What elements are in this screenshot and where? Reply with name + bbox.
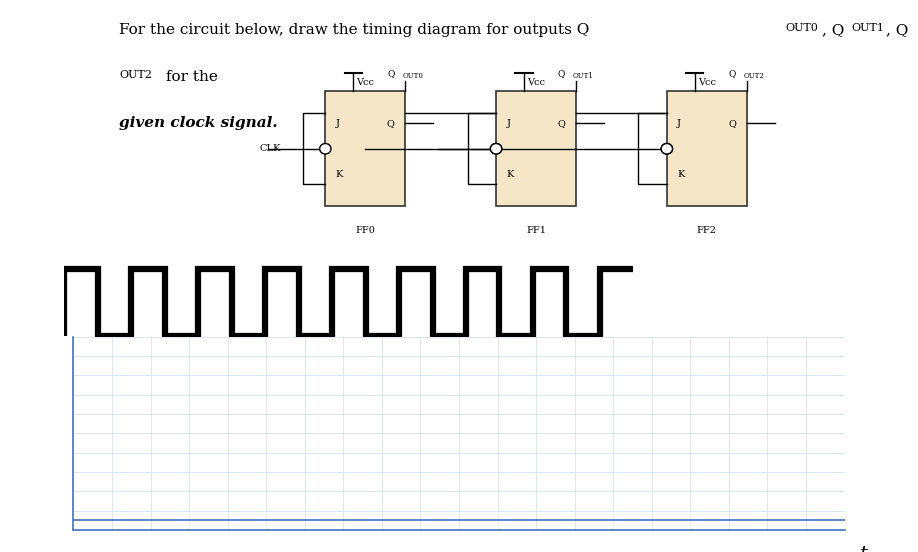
Bar: [666, 91, 746, 206]
Text: Q: Q: [729, 69, 736, 78]
Text: K: K: [677, 169, 685, 179]
Text: J: J: [336, 119, 340, 128]
Text: K: K: [336, 169, 343, 179]
Text: Q: Q: [386, 119, 395, 128]
Text: FF1: FF1: [526, 226, 546, 235]
Text: , Q: , Q: [886, 23, 908, 37]
Text: Q: Q: [558, 69, 565, 78]
Text: FF0: FF0: [355, 226, 375, 235]
Text: OUT0: OUT0: [785, 23, 818, 33]
Text: Q: Q: [557, 119, 565, 128]
Circle shape: [490, 144, 502, 154]
Text: t: t: [860, 545, 868, 552]
Text: OUT1: OUT1: [851, 23, 884, 33]
Text: J: J: [507, 119, 510, 128]
Text: Vcc: Vcc: [527, 78, 545, 87]
Text: , Q: , Q: [822, 23, 844, 37]
Text: OUT2: OUT2: [744, 72, 765, 79]
Text: for the: for the: [161, 70, 218, 83]
Text: OUT1: OUT1: [573, 72, 594, 79]
Circle shape: [490, 144, 502, 154]
Bar: [496, 91, 576, 206]
Text: Q: Q: [728, 119, 736, 128]
Text: Q: Q: [387, 69, 395, 78]
Text: given clock signal.: given clock signal.: [119, 116, 278, 130]
Text: CLK: CLK: [260, 144, 281, 153]
Text: J: J: [677, 119, 681, 128]
Text: K: K: [507, 169, 514, 179]
Text: FF2: FF2: [697, 226, 717, 235]
Text: Vcc: Vcc: [356, 78, 375, 87]
Circle shape: [661, 144, 673, 154]
Text: Vcc: Vcc: [698, 78, 716, 87]
Text: For the circuit below, draw the timing diagram for outputs Q: For the circuit below, draw the timing d…: [119, 23, 589, 37]
Text: OUT2: OUT2: [119, 70, 152, 79]
Circle shape: [319, 144, 331, 154]
Bar: [325, 91, 405, 206]
Text: OUT0: OUT0: [402, 72, 423, 79]
Circle shape: [661, 144, 673, 154]
